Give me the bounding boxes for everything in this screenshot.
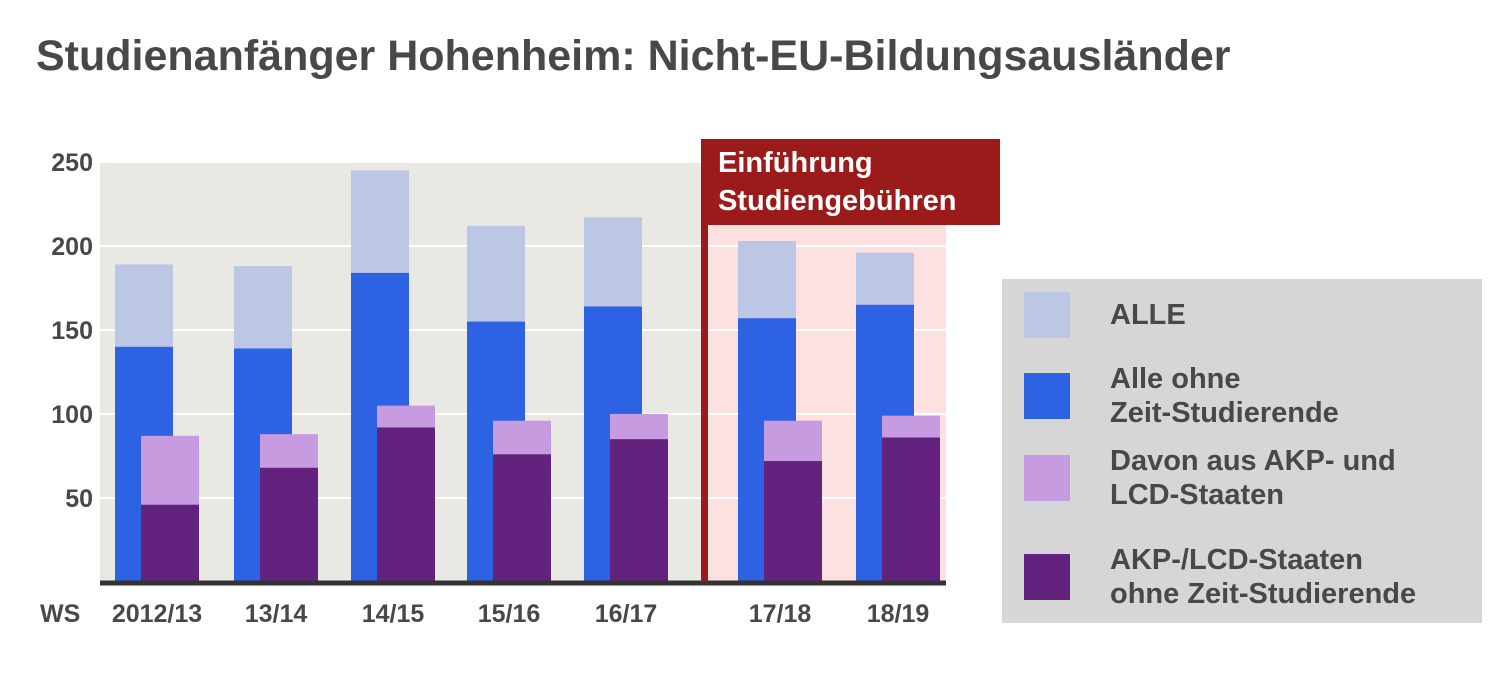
bar-chart: 50 100 150 200 250 WS 2012/13 13/14 14/15 15/16 16…: [40, 139, 1000, 628]
x-tick-label: 17/18: [749, 600, 812, 628]
y-tick-label: 150: [51, 317, 93, 345]
fee-introduction-label: Studiengebühren: [718, 185, 956, 217]
chart-title: Studienanfänger Hohenheim: Nicht-EU-Bild…: [36, 32, 1231, 80]
legend-label: Davon aus AKP- und LCD-Staaten: [1110, 445, 1396, 511]
bar-4-15-16: [493, 454, 551, 582]
x-tick-label: 15/16: [478, 600, 541, 628]
legend-swatch: [1024, 292, 1070, 338]
legend-item-ohne-zeit: Alle ohne Zeit-Studierende: [1024, 362, 1339, 430]
y-tick-label: 100: [51, 401, 93, 429]
bar-4-2012-13: [141, 504, 199, 582]
bar-4-13-14: [260, 467, 318, 582]
legend: ALLE Alle ohne Zeit-Studierende Davon au…: [1002, 279, 1482, 623]
y-tick-label: 200: [51, 233, 93, 261]
y-tick-label: 250: [51, 149, 93, 177]
x-tick-label: 2012/13: [112, 600, 202, 628]
legend-label: Alle ohne Zeit-Studierende: [1110, 363, 1339, 429]
fee-introduction-line: [701, 139, 708, 582]
bar-4-14-15: [377, 427, 435, 582]
legend-swatch: [1024, 373, 1070, 419]
legend-swatch: [1024, 554, 1070, 600]
y-tick-label: 50: [65, 485, 93, 513]
legend-item-akp-lcd-ohne-zeit: AKP-/LCD-Staaten ohne Zeit-Studierende: [1024, 543, 1416, 611]
legend-item-alle: ALLE: [1024, 292, 1186, 338]
legend-item-akp-lcd: Davon aus AKP- und LCD-Staaten: [1024, 444, 1396, 512]
bar-4-17-18: [764, 461, 822, 582]
x-tick-label: 18/19: [867, 600, 930, 628]
legend-swatch: [1024, 455, 1070, 501]
bar-4-16-17: [610, 439, 668, 582]
x-tick-label: 13/14: [245, 600, 308, 628]
fee-introduction-label: Einführung: [718, 147, 873, 179]
legend-label: ALLE: [1110, 299, 1186, 331]
legend-label: AKP-/LCD-Staaten ohne Zeit-Studierende: [1110, 544, 1417, 610]
x-axis-prefix-label: WS: [40, 600, 80, 628]
bar-4-18-19: [882, 437, 940, 582]
x-tick-label: 16/17: [595, 600, 658, 628]
fee-introduction-box: [701, 139, 1000, 225]
x-tick-label: 14/15: [362, 600, 425, 628]
